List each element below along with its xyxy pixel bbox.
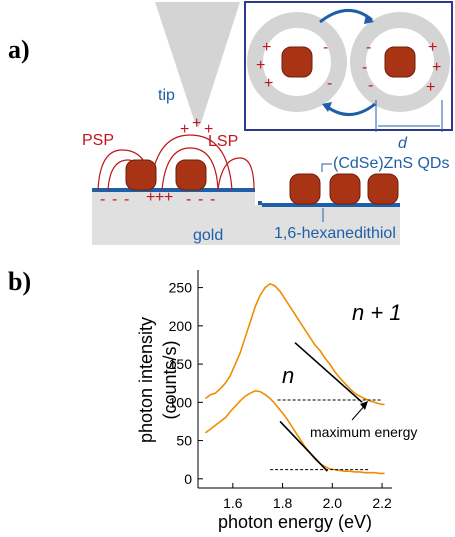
quantum-dot: [384, 46, 416, 78]
arrow-head: [322, 102, 332, 112]
charge: -: [124, 191, 129, 208]
quantum-dot: [367, 173, 399, 205]
charge: -: [186, 191, 191, 208]
charge: -: [366, 39, 371, 56]
fit-line: [279, 420, 328, 472]
y-axis-label: (counts/s): [160, 340, 180, 419]
ring: [350, 12, 450, 112]
charge: -: [368, 77, 373, 94]
y-axis-label: photon intensity: [136, 317, 156, 443]
ring: [247, 12, 347, 112]
y-tick-label: 0: [184, 471, 192, 487]
x-tick-label: 2.0: [323, 495, 343, 511]
annotation: maximum energy: [310, 424, 417, 440]
spectrum: [204, 282, 385, 406]
charge: +: [256, 57, 265, 74]
x-tick-label: 2.2: [372, 495, 392, 511]
charge: +: [164, 189, 173, 206]
tip: [155, 2, 240, 128]
charge: -: [362, 59, 367, 76]
charge: +: [432, 59, 441, 76]
spectrum: [204, 390, 385, 475]
layer: [92, 188, 400, 207]
linker-label: 1,6-hexanedithiol: [274, 225, 396, 242]
panel-label: a): [8, 35, 30, 64]
charge: -: [210, 191, 215, 208]
y-tick-label: 250: [169, 280, 193, 296]
quantum-dot: [289, 173, 321, 205]
y-tick-label: 200: [169, 318, 193, 334]
charge: +: [262, 39, 271, 56]
charge: +: [428, 39, 437, 56]
gold-substrate: [92, 190, 400, 245]
x-tick-label: 1.8: [273, 495, 293, 511]
charge: -: [198, 191, 203, 208]
charge: +: [264, 75, 273, 92]
fit-line: [294, 342, 363, 403]
quantum-dot: [329, 173, 361, 205]
psp-label: PSP: [82, 132, 114, 149]
charge: -: [100, 191, 105, 208]
series-label: n: [282, 363, 294, 388]
charge: -: [323, 39, 328, 56]
quantum-dot: [175, 159, 207, 191]
series-label: n + 1: [352, 300, 402, 325]
charge: +: [146, 189, 155, 206]
charge: +: [426, 79, 435, 96]
annotation-arrow-head: [360, 401, 368, 410]
lsp-label: LSP: [208, 133, 238, 150]
charge: +: [192, 115, 201, 132]
qds-label: (CdSe)ZnS QDs: [333, 155, 449, 172]
y-tick-label: 50: [176, 433, 192, 449]
pointer: [321, 163, 332, 172]
quantum-dot: [125, 159, 157, 191]
quantum-dot: [281, 46, 313, 78]
field-line: [149, 134, 233, 191]
charge: -: [327, 75, 332, 92]
arrow-head: [364, 14, 374, 24]
gold-label: gold: [193, 227, 223, 244]
field-line: [161, 147, 219, 191]
x-tick-label: 1.6: [223, 495, 243, 511]
x-axis-label: photon energy (eV): [218, 512, 372, 532]
arrow: [325, 102, 376, 116]
y-tick-label: 150: [169, 356, 193, 372]
charge: -: [112, 191, 117, 208]
tip-label: tip: [158, 87, 175, 104]
charge: +: [204, 121, 213, 138]
panel-label: b): [8, 267, 31, 296]
charge: +: [180, 121, 189, 138]
field-line: [217, 157, 255, 191]
y-tick-label: 100: [169, 394, 193, 410]
distance-label: d: [398, 135, 408, 152]
charge: +: [155, 189, 164, 206]
